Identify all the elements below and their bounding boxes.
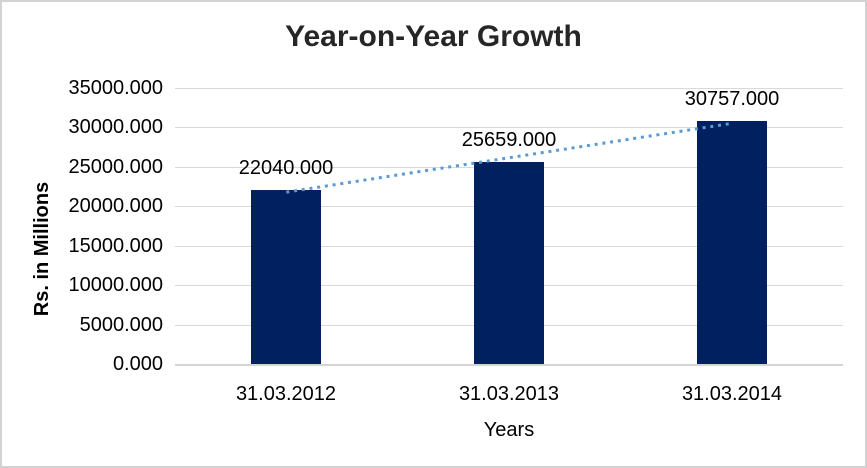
trendline-segment bbox=[286, 121, 732, 194]
gridline bbox=[175, 88, 843, 89]
plot-area bbox=[175, 88, 843, 366]
y-tick-label: 5000.000 bbox=[79, 314, 163, 336]
x-axis-title: Years bbox=[483, 419, 535, 441]
y-tick-label: 15000.000 bbox=[68, 235, 163, 257]
bar bbox=[697, 121, 767, 364]
y-tick-label: 10000.000 bbox=[68, 274, 163, 296]
x-tick-label: 31.03.2013 bbox=[458, 383, 560, 405]
bar bbox=[251, 190, 321, 364]
y-tick-label: 0.000 bbox=[112, 353, 163, 375]
bar-value-label: 25659.000 bbox=[461, 129, 557, 151]
y-tick-label: 35000.000 bbox=[68, 77, 163, 99]
y-tick-label: 30000.000 bbox=[68, 116, 163, 138]
y-tick-label: 25000.000 bbox=[68, 156, 163, 178]
bar bbox=[474, 162, 544, 364]
trendline bbox=[286, 121, 732, 194]
x-axis-line bbox=[175, 364, 843, 366]
y-tick-label: 20000.000 bbox=[68, 195, 163, 217]
gridline bbox=[175, 127, 843, 128]
x-tick-label: 31.03.2014 bbox=[681, 383, 783, 405]
bar-value-label: 30757.000 bbox=[684, 88, 780, 110]
chart-title: Year-on-Year Growth bbox=[285, 20, 582, 53]
bar-value-label: 22040.000 bbox=[238, 157, 334, 179]
x-tick-label: 31.03.2012 bbox=[235, 383, 337, 405]
